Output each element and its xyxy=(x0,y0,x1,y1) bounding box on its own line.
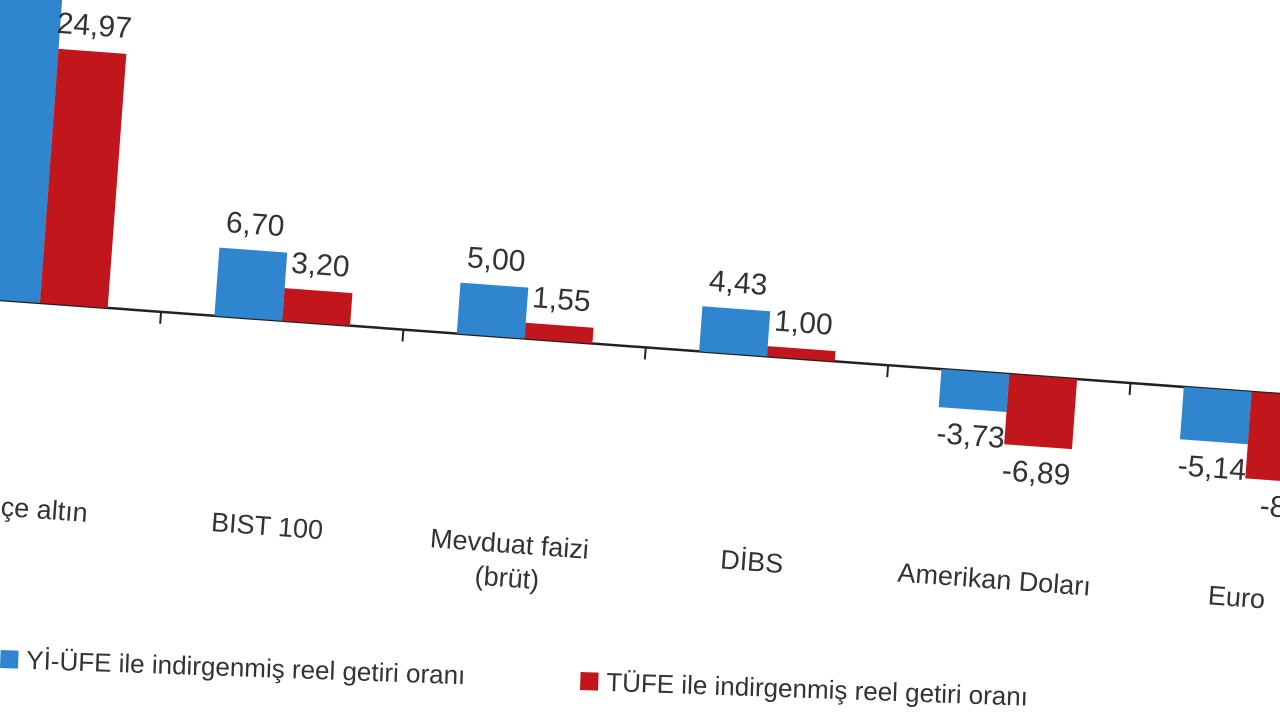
bar-tufe xyxy=(1004,374,1078,450)
bar-yiufe xyxy=(938,369,1010,413)
legend-swatch xyxy=(0,650,19,669)
category-label: Mevduat faizi xyxy=(429,523,590,565)
data-label: 1,00 xyxy=(773,305,834,342)
data-label: 4,43 xyxy=(708,265,769,302)
legend-item: Yİ-ÜFE ile indirgenmiş reel getiri oranı xyxy=(0,645,466,690)
category-label: DİBS xyxy=(719,544,784,580)
bar-tufe xyxy=(282,288,353,326)
legend-label: Yİ-ÜFE ile indirgenmiş reel getiri oranı xyxy=(26,645,466,690)
bar-tufe xyxy=(524,322,594,344)
x-axis-tick xyxy=(886,365,890,378)
bar-yiufe xyxy=(0,0,64,303)
x-axis-tick xyxy=(401,329,405,342)
x-axis-tick xyxy=(643,347,647,360)
plot-area: 24,97 Külçe altın 6,703,20 BIST 100 5,001,55… xyxy=(0,0,1280,614)
bar-tufe xyxy=(1245,391,1280,484)
bar-yiufe xyxy=(214,247,288,321)
bar-tufe xyxy=(766,346,836,362)
category-label: BIST 100 xyxy=(210,507,324,545)
x-axis-line xyxy=(0,297,1280,396)
legend: Yİ-ÜFE ile indirgenmiş reel getiri oranı… xyxy=(0,645,1029,712)
bar-yiufe xyxy=(456,282,529,339)
category-label: (brüt) xyxy=(474,561,541,596)
data-label: -6,89 xyxy=(1001,454,1072,492)
bar-yiufe xyxy=(699,306,771,357)
legend-item: TÜFE ile indirgenmiş reel getiri oranı xyxy=(580,667,1029,712)
x-axis-tick xyxy=(159,311,163,324)
data-label: -5,14 xyxy=(1177,449,1248,487)
data-label: -8, xyxy=(1259,490,1280,525)
data-label: 24,97 xyxy=(56,7,133,45)
legend-label: TÜFE ile indirgenmiş reel getiri oranı xyxy=(606,667,1029,712)
data-label: 1,55 xyxy=(531,281,592,318)
category-label: Külçe altın xyxy=(0,489,89,528)
data-label: 6,70 xyxy=(225,206,286,243)
legend-swatch xyxy=(580,672,599,691)
bar-tufe xyxy=(39,48,127,308)
data-label: 3,20 xyxy=(290,247,351,284)
bar-yiufe xyxy=(1179,386,1252,445)
x-axis-tick xyxy=(1128,382,1132,396)
data-label: -3,73 xyxy=(935,417,1006,455)
data-label: 5,00 xyxy=(466,241,527,278)
category-label: Euro xyxy=(1207,580,1266,614)
category-label: Amerikan Doları xyxy=(897,558,1092,602)
